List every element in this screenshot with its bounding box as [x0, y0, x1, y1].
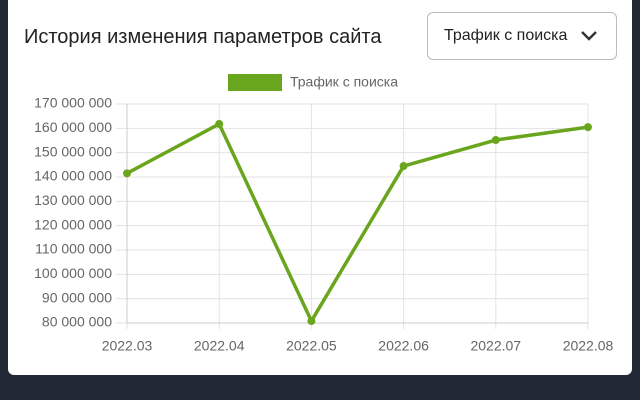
y-tick-label: 150 000 000	[34, 143, 112, 159]
card-title: История изменения параметров сайта	[24, 26, 382, 48]
y-tick-label: 160 000 000	[34, 119, 112, 135]
point	[491, 136, 500, 145]
point	[584, 123, 592, 132]
y-tick-label: 80 000 000	[42, 314, 112, 330]
y-tick-label: 90 000 000	[42, 289, 112, 305]
card: История изменения параметров сайта Трафи…	[8, 0, 632, 375]
chevron	[581, 31, 597, 41]
x-tick-label: 2022.05	[286, 338, 337, 354]
point	[123, 169, 131, 178]
y-tick-label: 170 000 000	[34, 95, 112, 111]
x-tick-label: 2022.04	[194, 338, 245, 354]
dropdown-label: Трафик с поиска	[444, 27, 568, 44]
x-tick-label: 2022.03	[102, 338, 153, 354]
y-tick-label: 120 000 000	[34, 216, 112, 232]
x-tick-label: 2022.08	[563, 338, 614, 354]
x-tick-label: 2022.06	[378, 338, 429, 354]
series-line	[126, 122, 589, 323]
legend-label: Трафик с поиска	[290, 74, 398, 90]
point	[215, 119, 224, 128]
point	[399, 162, 408, 171]
legend-swatch	[228, 74, 282, 91]
y-tick-label: 110 000 000	[35, 241, 112, 257]
x-tick-label: 2022.07	[470, 338, 521, 354]
y-tick-label: 130 000 000	[34, 192, 112, 208]
y-tick-label: 140 000 000	[34, 168, 112, 184]
dropdown[interactable]: Трафик с поиска	[427, 12, 617, 60]
y-tick-label: 100 000 000	[34, 265, 112, 281]
point	[307, 317, 316, 326]
